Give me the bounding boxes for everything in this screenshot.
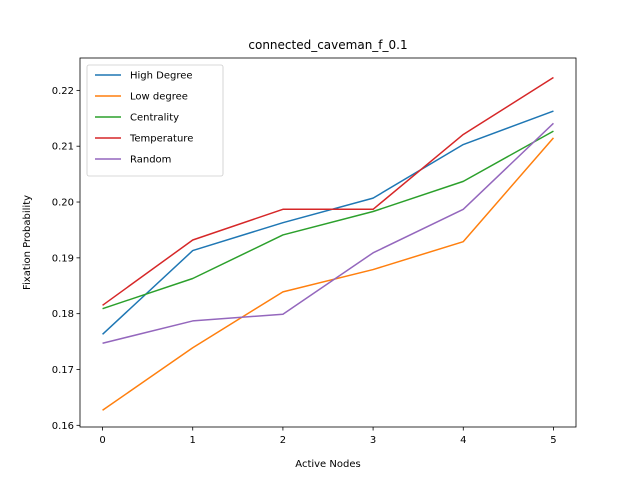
series-lines [102,76,555,411]
legend-label-random: Random [130,155,171,166]
legend: High Degree Low degree Centrality Temperatu… [86,64,224,177]
x-tick-label: 0 [99,435,105,446]
legend-label-temperature: Temperature [129,134,193,145]
y-tick-label: 0.17 [52,365,74,376]
series-line-temperature [102,76,554,306]
legend-box [86,64,224,177]
series-line-high-degree [102,110,554,335]
x-axis-label: Active Nodes [295,459,360,470]
y-axis-label: Fixation Probability [22,195,33,290]
series-line-low-degree [102,137,555,411]
x-tick-label: 5 [550,435,556,446]
x-tick-label: 3 [370,435,376,446]
legend-label-high-degree: High Degree [130,71,193,82]
y-tick-label: 0.21 [52,142,74,153]
series-line-random [102,122,554,344]
y-tick-label: 0.19 [52,253,74,264]
legend-label-centrality: Centrality [130,113,179,124]
legend-label-low-degree: Low degree [130,92,188,103]
plot-frame [79,57,577,428]
y-tick-label: 0.20 [52,198,74,209]
y-axis-ticks: 0.16 0.17 0.18 0.19 0.20 0.21 0.22 [52,86,80,432]
x-tick-label: 2 [280,435,286,446]
y-tick-label: 0.16 [52,421,74,432]
y-tick-label: 0.18 [52,309,74,320]
x-tick-label: 4 [460,435,466,446]
x-axis-ticks: 0 1 2 3 4 5 [99,427,557,446]
y-tick-label: 0.22 [52,86,74,97]
x-tick-label: 1 [190,435,196,446]
series-line-centrality [102,130,554,310]
chart-title: connected_caveman_f_0.1 [248,38,407,52]
